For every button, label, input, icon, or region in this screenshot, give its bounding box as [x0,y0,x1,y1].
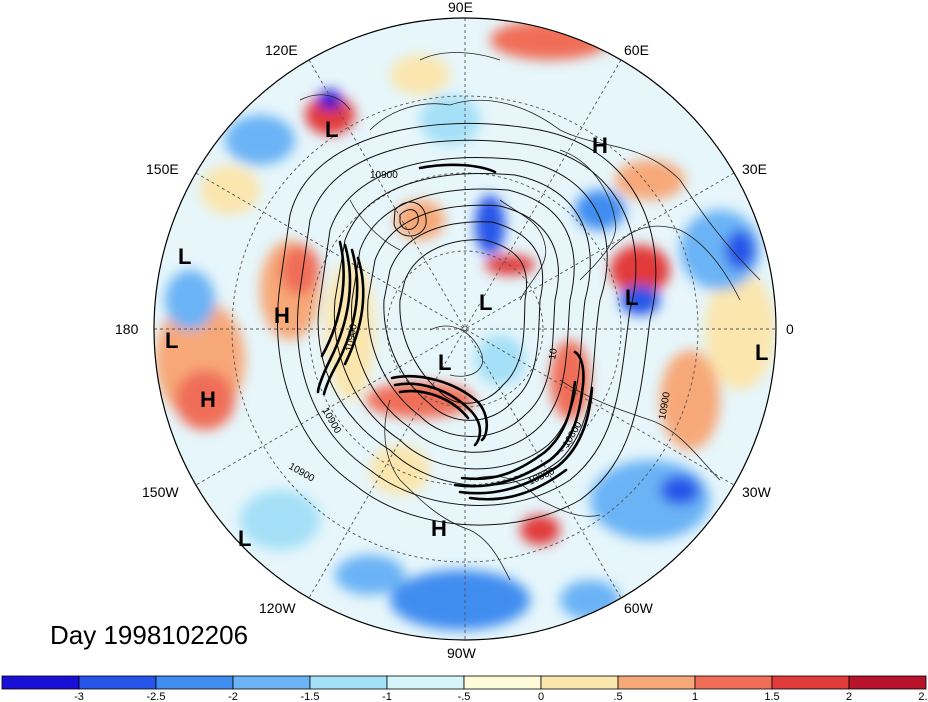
day-title: Day 1998102206 [50,620,249,650]
low-center: L [178,244,191,269]
map-boundary [153,17,777,641]
lon-label-120e: 120E [265,42,298,58]
jet-streaks [316,163,594,501]
colorbar-swatch [78,675,157,690]
contour-label: 10900 [370,170,398,181]
low-center: L [625,285,638,310]
lon-label-90e: 90E [448,0,473,15]
colorbar-swatch [309,675,388,690]
colorbar-swatch [617,675,696,690]
low-center: L [755,340,768,365]
colorbar-label: .5 [613,691,622,702]
colorbar-label: -3 [74,691,84,702]
colorbar-swatch [848,675,927,690]
lon-label-0: 0 [786,321,794,337]
colorbar-label: 2 [846,691,852,702]
lon-label-30w: 30W [742,484,772,500]
colorbar-label: 0 [538,691,544,702]
high-center: H [274,303,290,328]
high-center: H [431,516,447,541]
lon-label-150w: 150W [142,484,179,500]
colorbar-label: 1 [692,691,698,702]
high-center: H [200,387,216,412]
low-center: L [438,350,451,375]
height-contours [277,122,657,526]
colorbar-label: -2.5 [147,691,166,702]
graticule [154,18,776,640]
colorbar-swatch [232,675,311,690]
colorbar-swatch [540,675,619,690]
colorbar-label: -.5 [458,691,471,702]
colorbar: -3-2.5-2-1.5-1-.50.511.522.53 [1,675,928,702]
colorbar-swatch [694,675,773,690]
high-center: H [592,133,608,158]
colorbar-label: -1.5 [301,691,320,702]
low-center: L [238,526,251,551]
colorbar-swatch [463,675,542,690]
pressure-centers: H H H H L L L L L L L L [165,117,768,551]
colorbar-label: -2 [228,691,238,702]
lon-label-120w: 120W [259,600,296,616]
colorbar-label: 1.5 [764,691,779,702]
lon-label-30e: 30E [742,161,767,177]
colorbar-swatch [771,675,850,690]
lon-label-90w: 90W [447,645,477,661]
contour-label: 10900 [657,391,673,421]
colorbar-swatch [1,675,80,690]
lon-label-60w: 60W [624,600,654,616]
low-center: L [325,117,338,142]
lon-label-180: 180 [115,321,139,337]
lon-label-60e: 60E [624,42,649,58]
colorbar-swatch [155,675,234,690]
low-center: L [165,328,178,353]
longitude-labels: 90E 60E 30E 0 30W 60W 90W 120W 150W 180 … [115,0,794,661]
colorbar-label: 2.5 [918,691,928,702]
lon-label-150e: 150E [146,161,179,177]
low-center: L [479,290,492,315]
colorbar-label: -1 [382,691,392,702]
contour-label: 10 [547,347,560,360]
colorbar-swatch [386,675,465,690]
contour-label: 10900 [344,323,360,353]
